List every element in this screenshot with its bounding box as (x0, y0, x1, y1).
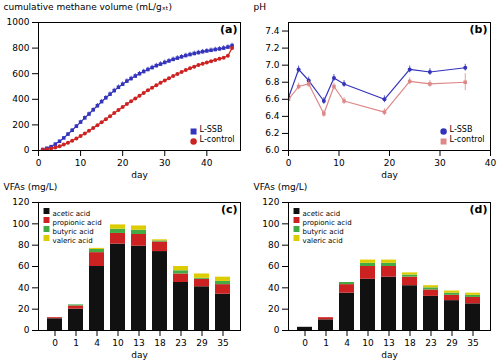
svg-text:13: 13 (133, 338, 144, 348)
svg-text:0: 0 (286, 158, 292, 168)
svg-text:valeric acid: valeric acid (53, 237, 93, 245)
svg-text:VFAs (mg/L): VFAs (mg/L) (4, 182, 58, 192)
svg-text:13: 13 (383, 338, 394, 348)
svg-text:0: 0 (24, 325, 30, 335)
svg-text:6.8: 6.8 (265, 77, 280, 87)
svg-text:200: 200 (12, 120, 29, 130)
svg-text:6.0: 6.0 (265, 145, 280, 155)
svg-text:35: 35 (467, 338, 478, 348)
svg-text:7.4: 7.4 (265, 26, 280, 36)
svg-text:60: 60 (268, 261, 280, 271)
svg-text:0: 0 (52, 338, 58, 348)
svg-text:10: 10 (75, 158, 87, 168)
svg-text:day: day (381, 350, 398, 360)
svg-text:1000: 1000 (7, 17, 30, 27)
svg-text:400: 400 (12, 94, 29, 104)
svg-text:L-control: L-control (200, 135, 235, 144)
svg-text:120: 120 (12, 197, 29, 207)
svg-text:23: 23 (175, 338, 186, 348)
svg-text:20: 20 (18, 304, 30, 314)
svg-text:day: day (381, 170, 398, 180)
svg-text:L-control: L-control (450, 135, 485, 144)
svg-text:10: 10 (362, 338, 374, 348)
svg-text:29: 29 (196, 338, 208, 348)
svg-text:L-SSB: L-SSB (200, 125, 223, 134)
svg-text:35: 35 (217, 338, 228, 348)
svg-text:0: 0 (274, 325, 280, 335)
svg-text:20: 20 (117, 158, 129, 168)
svg-text:propionic acid: propionic acid (53, 219, 102, 227)
svg-text:800: 800 (12, 43, 29, 53)
svg-text:10: 10 (112, 338, 124, 348)
svg-text:40: 40 (268, 283, 280, 293)
svg-text:1: 1 (73, 338, 79, 348)
svg-text:day: day (131, 170, 148, 180)
svg-text:acetic acid: acetic acid (53, 210, 91, 218)
svg-text:80: 80 (268, 240, 280, 250)
svg-text:4: 4 (94, 338, 100, 348)
svg-text:(b): (b) (470, 23, 488, 36)
svg-text:120: 120 (262, 197, 279, 207)
svg-text:23: 23 (425, 338, 436, 348)
svg-text:0: 0 (36, 158, 42, 168)
svg-text:acetic acid: acetic acid (303, 210, 341, 218)
svg-text:7.0: 7.0 (265, 60, 280, 70)
svg-text:6.6: 6.6 (265, 94, 280, 104)
svg-text:30: 30 (434, 158, 446, 168)
svg-text:40: 40 (485, 158, 497, 168)
svg-text:20: 20 (268, 304, 280, 314)
svg-text:60: 60 (18, 261, 30, 271)
svg-text:pH: pH (254, 2, 266, 12)
svg-text:valeric acid: valeric acid (303, 237, 343, 245)
svg-text:600: 600 (12, 69, 29, 79)
svg-text:18: 18 (404, 338, 416, 348)
svg-text:butyric acid: butyric acid (53, 228, 94, 236)
svg-text:butyric acid: butyric acid (303, 228, 344, 236)
svg-text:day: day (131, 350, 148, 360)
svg-text:29: 29 (446, 338, 458, 348)
svg-text:VFAs (mg/L): VFAs (mg/L) (254, 182, 308, 192)
svg-text:30: 30 (159, 158, 171, 168)
svg-text:0: 0 (24, 145, 30, 155)
svg-text:6.4: 6.4 (265, 111, 280, 121)
svg-text:(a): (a) (220, 23, 237, 36)
svg-text:100: 100 (262, 219, 279, 229)
svg-text:18: 18 (154, 338, 166, 348)
svg-text:6.2: 6.2 (265, 128, 279, 138)
svg-text:0: 0 (302, 338, 308, 348)
svg-text:40: 40 (201, 158, 213, 168)
svg-text:20: 20 (384, 158, 396, 168)
svg-text:7.2: 7.2 (265, 43, 279, 53)
svg-text:propionic acid: propionic acid (303, 219, 352, 227)
svg-text:L-SSB: L-SSB (450, 125, 473, 134)
svg-text:cumulative methane volume (mL/: cumulative methane volume (mL/gₓₜ) (4, 2, 172, 12)
svg-text:80: 80 (18, 240, 30, 250)
svg-text:4: 4 (344, 338, 350, 348)
svg-text:40: 40 (18, 283, 30, 293)
svg-text:10: 10 (333, 158, 345, 168)
svg-text:(d): (d) (470, 203, 488, 216)
svg-text:100: 100 (12, 219, 29, 229)
svg-text:(c): (c) (221, 203, 238, 216)
svg-text:1: 1 (323, 338, 329, 348)
